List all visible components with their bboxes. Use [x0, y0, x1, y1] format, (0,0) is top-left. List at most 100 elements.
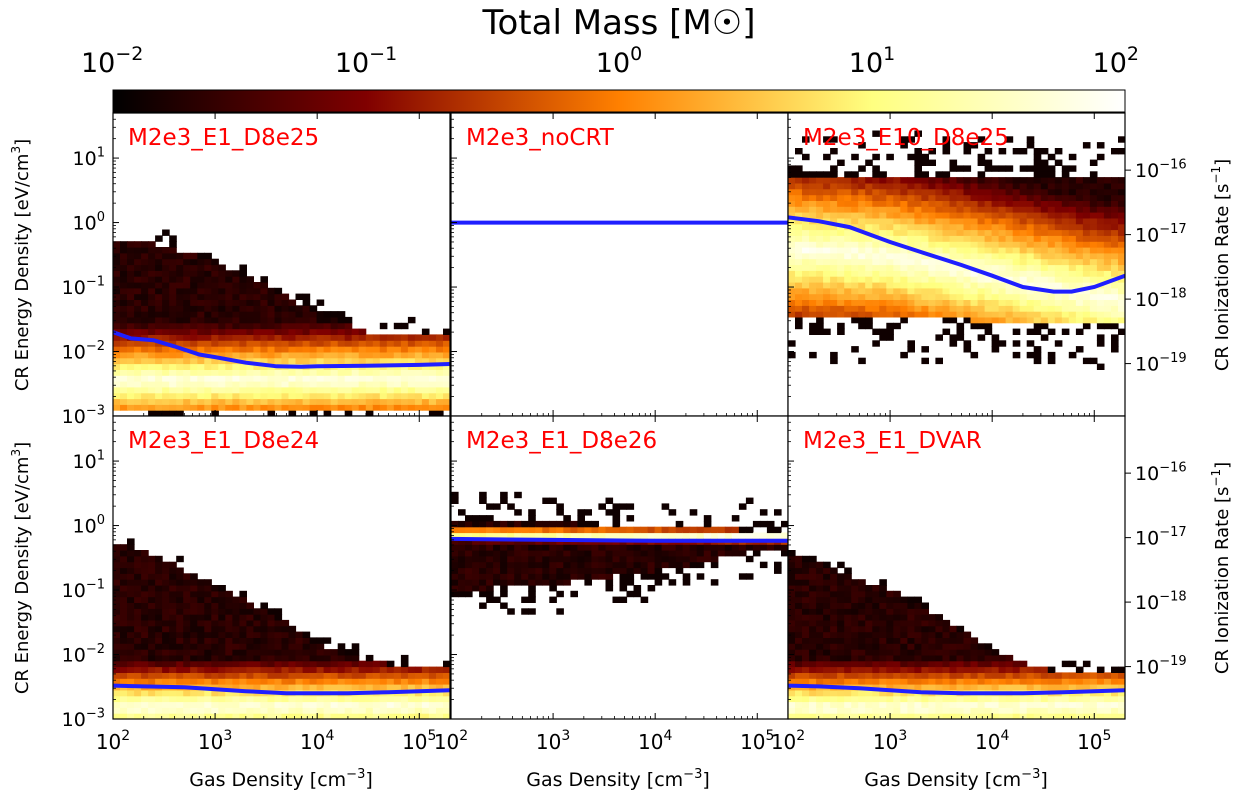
- heatmap-cell: [956, 666, 965, 673]
- heatmap-cell: [239, 678, 247, 685]
- heatmap-cell: [386, 351, 395, 359]
- heatmap-cell: [372, 340, 381, 347]
- heatmap-cell: [260, 346, 268, 353]
- heatmap-cell: [239, 654, 247, 662]
- heatmap-cell: [458, 544, 466, 551]
- heatmap-cell: [155, 299, 163, 306]
- heatmap-cell: [141, 596, 149, 603]
- heatmap-cell: [113, 299, 121, 306]
- heatmap-cell: [633, 550, 642, 557]
- heatmap-cell: [977, 241, 986, 248]
- heatmap-cell: [928, 258, 936, 266]
- heatmap-cell: [436, 398, 444, 405]
- heatmap-cell: [851, 614, 859, 621]
- heatmap-cell: [274, 625, 283, 633]
- heatmap-cell: [907, 200, 915, 207]
- heatmap-cell: [1082, 223, 1091, 231]
- heatmap-cell: [963, 165, 972, 172]
- heatmap-cell: [935, 287, 943, 295]
- heatmap-cell: [844, 276, 852, 283]
- heatmap-cell: [365, 398, 374, 405]
- heatmap-cell: [963, 631, 972, 638]
- heatmap-cell: [549, 520, 557, 528]
- heatmap-cell: [162, 654, 170, 662]
- heatmap-cell: [183, 672, 191, 679]
- heatmap-cell: [465, 585, 473, 592]
- y-right-tick-label: 10−19: [1135, 351, 1187, 376]
- heatmap-cell: [781, 544, 788, 551]
- heatmap-cell: [1061, 316, 1070, 324]
- heatmap-cell: [935, 247, 943, 254]
- heatmap-cell: [267, 654, 276, 662]
- heatmap-cell: [281, 713, 290, 719]
- heatmap-cell: [1012, 148, 1021, 155]
- heatmap-cell: [816, 258, 824, 266]
- heatmap-cell: [991, 282, 1000, 289]
- heatmap-cell: [963, 258, 972, 266]
- heatmap-cell: [162, 707, 170, 714]
- heatmap-cell: [281, 299, 290, 306]
- heatmap-cell: [809, 602, 817, 609]
- heatmap-cell: [865, 217, 873, 225]
- heatmap-cell: [1118, 148, 1125, 155]
- heatmap-cell: [872, 660, 880, 668]
- heatmap-cell: [745, 544, 754, 551]
- heatmap-cell: [921, 212, 929, 219]
- heatmap-cell: [176, 340, 184, 347]
- heatmap-cell: [176, 322, 184, 330]
- heatmap-cell: [155, 608, 163, 615]
- heatmap-cell: [372, 404, 381, 411]
- heatmap-cell: [907, 217, 915, 225]
- heatmap-cell: [162, 660, 170, 668]
- heatmap-cell: [113, 561, 121, 569]
- heatmap-cell: [879, 252, 887, 260]
- heatmap-cell: [956, 311, 965, 318]
- heatmap-cell: [1033, 200, 1042, 207]
- heatmap-cell: [514, 532, 522, 539]
- heatmap-cell: [337, 311, 346, 318]
- heatmap-cell: [148, 247, 156, 254]
- heatmap-cell: [788, 654, 796, 662]
- heatmap-cell: [253, 631, 261, 638]
- heatmap-cell: [816, 585, 824, 592]
- heatmap-cell: [169, 322, 177, 330]
- heatmap-cell: [788, 695, 796, 703]
- heatmap-cell: [162, 585, 170, 592]
- heatmap-cell: [963, 684, 972, 691]
- heatmap-cell: [1019, 299, 1028, 306]
- heatmap-cell: [809, 299, 817, 306]
- heatmap-cell: [155, 672, 163, 679]
- heatmap-cell: [407, 672, 416, 679]
- heatmap-cell: [900, 142, 908, 149]
- heatmap-cell: [823, 596, 831, 603]
- heatmap-cell: [309, 322, 318, 330]
- heatmap-cell: [211, 619, 219, 627]
- heatmap-cell: [872, 171, 880, 178]
- heatmap-cell: [113, 707, 121, 714]
- heatmap-cell: [309, 678, 318, 685]
- heatmap-cell: [521, 596, 529, 603]
- heatmap-cell: [204, 270, 212, 277]
- heatmap-cell: [991, 177, 1000, 184]
- heatmap-cell: [626, 544, 635, 551]
- heatmap-cell: [872, 130, 880, 137]
- heatmap-cell: [1054, 182, 1063, 190]
- heatmap-cell: [731, 526, 740, 534]
- heatmap-cell: [970, 678, 979, 685]
- heatmap-cell: [907, 194, 915, 201]
- heatmap-cell: [928, 293, 936, 300]
- heatmap-cell: [246, 293, 254, 300]
- heatmap-cell: [316, 654, 325, 662]
- heatmap-cell: [956, 328, 965, 335]
- heatmap-cell: [246, 654, 254, 662]
- heatmap-cell: [823, 579, 831, 586]
- heatmap-cell: [802, 672, 810, 679]
- heatmap-cell: [274, 316, 283, 324]
- heatmap-cell: [288, 695, 297, 703]
- heatmap-cell: [1068, 194, 1077, 201]
- y-tick-label: 101: [73, 449, 105, 474]
- heatmap-cell: [788, 573, 796, 580]
- heatmap-cell: [865, 188, 873, 196]
- heatmap-cell: [218, 346, 226, 353]
- heatmap-cell: [514, 555, 522, 563]
